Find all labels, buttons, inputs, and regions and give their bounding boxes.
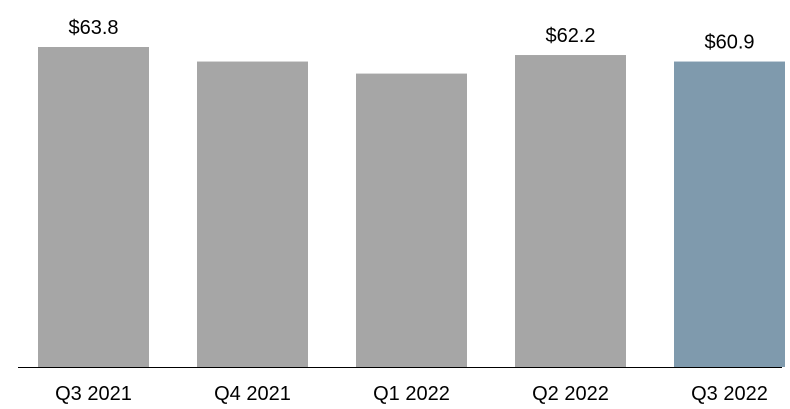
data-label-q3-2021: $63.8: [68, 17, 118, 39]
bar-q3-2021: [38, 47, 149, 367]
x-tick-labels-group: Q3 2021 Q4 2021 Q1 2022 Q2 2022 Q3 2022: [55, 383, 768, 405]
data-labels-group: $63.8 $62.2 $60.9: [68, 17, 754, 54]
bar-q3-2022: [674, 61, 785, 367]
x-tick-label: Q3 2022: [691, 383, 768, 405]
x-tick-label: Q4 2021: [214, 383, 291, 405]
bar-q4-2021: [197, 61, 308, 367]
bar-q1-2022: [356, 73, 467, 367]
x-tick-label: Q2 2022: [532, 383, 609, 405]
data-label-q2-2022: $62.2: [545, 25, 595, 47]
x-tick-label: Q1 2022: [373, 383, 450, 405]
bars-group: [38, 47, 785, 367]
data-label-q3-2022: $60.9: [704, 32, 754, 54]
x-tick-label: Q3 2021: [55, 383, 132, 405]
bar-q2-2022: [515, 55, 626, 367]
